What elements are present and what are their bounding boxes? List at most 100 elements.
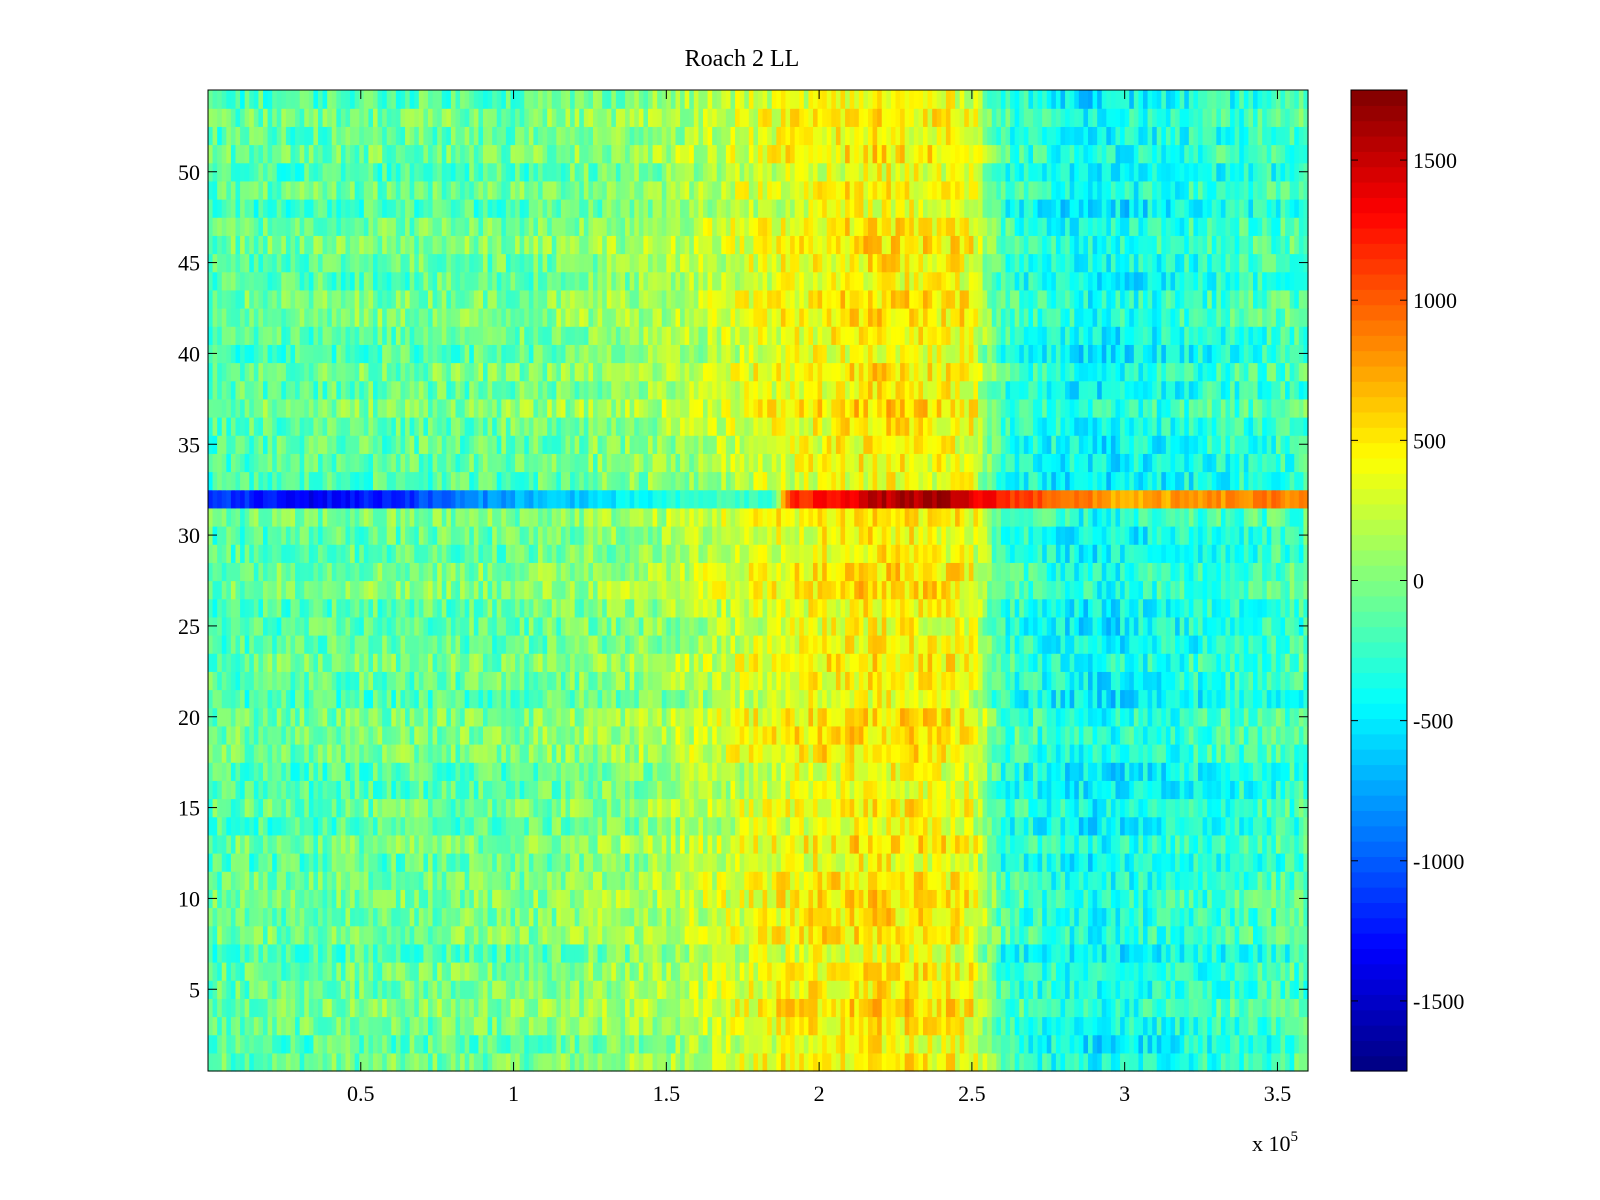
heatmap-cell <box>574 907 580 927</box>
heatmap-cell <box>1124 816 1130 836</box>
heatmap-cell <box>524 907 530 927</box>
heatmap-cell <box>904 889 910 909</box>
heatmap-cell <box>249 780 255 800</box>
heatmap-cell <box>359 998 365 1018</box>
heatmap-cell <box>295 834 301 854</box>
heatmap-cell <box>923 962 929 981</box>
heatmap-cell <box>863 980 869 999</box>
heatmap-cell <box>1294 1016 1300 1036</box>
heatmap-cell <box>1248 962 1254 981</box>
heatmap-cell <box>258 1052 264 1072</box>
heatmap-cell <box>666 1034 672 1054</box>
heatmap-cell <box>597 962 603 981</box>
heatmap-cell <box>299 707 305 727</box>
heatmap-cell <box>478 689 484 709</box>
heatmap-cell <box>1298 871 1305 890</box>
heatmap-cell <box>858 871 865 890</box>
heatmap-cell <box>1010 798 1016 818</box>
heatmap-cell <box>1243 725 1250 745</box>
heatmap-cell <box>492 962 498 981</box>
heatmap-cell <box>753 1034 759 1054</box>
heatmap-cell <box>1097 889 1103 909</box>
heatmap-cell <box>455 780 461 800</box>
heatmap-cell <box>1088 853 1094 872</box>
heatmap-cell <box>721 1016 727 1036</box>
heatmap-cell <box>455 962 461 981</box>
heatmap-cell <box>515 744 521 763</box>
heatmap-cell <box>835 780 842 800</box>
heatmap-cell <box>666 889 672 909</box>
heatmap-cell <box>771 798 777 818</box>
heatmap-cell <box>1184 744 1190 763</box>
heatmap-cell <box>1230 834 1236 854</box>
heatmap-cell <box>680 962 686 981</box>
heatmap-cell <box>1051 943 1057 963</box>
heatmap-cell <box>1014 834 1020 854</box>
heatmap-cell <box>1266 725 1272 745</box>
heatmap-cell <box>593 1052 599 1072</box>
heatmap-cell <box>909 871 915 890</box>
heatmap-cell <box>978 780 984 800</box>
heatmap-cell <box>450 871 457 890</box>
heatmap-cell <box>469 962 475 981</box>
heatmap-cell <box>790 889 796 909</box>
heatmap-cell <box>1193 1052 1199 1072</box>
heatmap-cell <box>1074 925 1080 945</box>
heatmap-cell <box>446 1034 452 1054</box>
heatmap-cell <box>712 1052 718 1072</box>
heatmap-cell <box>1069 780 1075 800</box>
heatmap-cell <box>950 889 956 909</box>
heatmap-cell <box>1010 962 1016 981</box>
heatmap-cell <box>845 798 851 818</box>
heatmap-cell <box>780 798 787 818</box>
heatmap-cell <box>217 744 223 763</box>
heatmap-cell <box>263 744 269 763</box>
heatmap-cell <box>712 707 718 727</box>
heatmap-cell <box>611 780 617 800</box>
heatmap-area <box>208 90 1309 1072</box>
heatmap-cell <box>758 834 764 854</box>
heatmap-cell <box>331 943 337 963</box>
heatmap-cell <box>693 1034 700 1054</box>
heatmap-cell <box>377 798 383 818</box>
heatmap-cell <box>432 889 438 909</box>
heatmap-cell <box>496 853 502 872</box>
heatmap-cell <box>1280 816 1286 836</box>
heatmap-cell <box>496 1016 502 1036</box>
heatmap-cell <box>620 689 626 709</box>
heatmap-cell <box>437 998 443 1018</box>
heatmap-cell <box>1289 889 1295 909</box>
heatmap-cell <box>583 725 590 745</box>
heatmap-cell <box>1069 853 1075 872</box>
heatmap-cell <box>735 744 741 763</box>
heatmap-cell <box>382 980 388 999</box>
heatmap-cell <box>487 1052 493 1072</box>
heatmap-cell <box>240 889 246 909</box>
heatmap-cell <box>890 925 897 945</box>
heatmap-cell <box>418 925 425 945</box>
heatmap-cell <box>1294 1052 1300 1072</box>
heatmap-cell <box>235 744 241 763</box>
heatmap-cell <box>1046 834 1052 854</box>
heatmap-cell <box>1248 998 1254 1018</box>
heatmap-cell <box>973 1016 979 1036</box>
heatmap-cell <box>771 907 777 927</box>
heatmap-cell <box>496 780 502 800</box>
heatmap-cell <box>666 689 672 709</box>
heatmap-cell <box>1028 925 1034 945</box>
heatmap-cell <box>858 980 865 999</box>
heatmap-cell <box>1280 962 1286 981</box>
heatmap-cell <box>638 1034 645 1054</box>
heatmap-cell <box>1271 1034 1277 1054</box>
heatmap-cell <box>574 962 580 981</box>
heatmap-cell <box>533 998 539 1018</box>
heatmap-cell <box>703 798 709 818</box>
heatmap-cell <box>240 1052 246 1072</box>
heatmap-cell <box>661 1034 667 1054</box>
heatmap-cell <box>1303 907 1309 927</box>
heatmap-cell <box>1101 1016 1107 1036</box>
heatmap-cell <box>955 1016 961 1036</box>
heatmap-cell <box>634 907 640 927</box>
heatmap-cell <box>469 744 475 763</box>
heatmap-cell <box>991 889 997 909</box>
